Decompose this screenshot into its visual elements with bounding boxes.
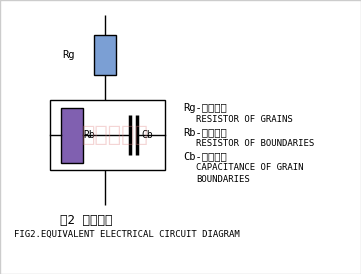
Text: Cb: Cb bbox=[141, 130, 153, 140]
Bar bbox=[61, 107, 83, 162]
Text: 电子制作网: 电子制作网 bbox=[82, 125, 148, 145]
Bar bbox=[50, 100, 165, 170]
Text: BOUNDARIES: BOUNDARIES bbox=[196, 176, 250, 184]
Text: Rg: Rg bbox=[62, 50, 75, 60]
Text: FIG2.EQUIVALENT ELECTRICAL CIRCUIT DIAGRAM: FIG2.EQUIVALENT ELECTRICAL CIRCUIT DIAGR… bbox=[14, 230, 240, 238]
Text: Cb-晶界电容: Cb-晶界电容 bbox=[183, 151, 227, 161]
Text: Rb-晶界电阵: Rb-晶界电阵 bbox=[183, 127, 227, 137]
Text: CAPACITANCE OF GRAIN: CAPACITANCE OF GRAIN bbox=[196, 164, 304, 173]
Text: Rb: Rb bbox=[83, 130, 95, 140]
Bar bbox=[94, 35, 116, 75]
Text: RESISTOR OF BOUNDARIES: RESISTOR OF BOUNDARIES bbox=[196, 139, 314, 149]
Text: RESISTOR OF GRAINS: RESISTOR OF GRAINS bbox=[196, 116, 293, 124]
Text: 图2 等效电路: 图2 等效电路 bbox=[60, 213, 113, 227]
Text: Rg-晶粒电阵: Rg-晶粒电阵 bbox=[183, 103, 227, 113]
